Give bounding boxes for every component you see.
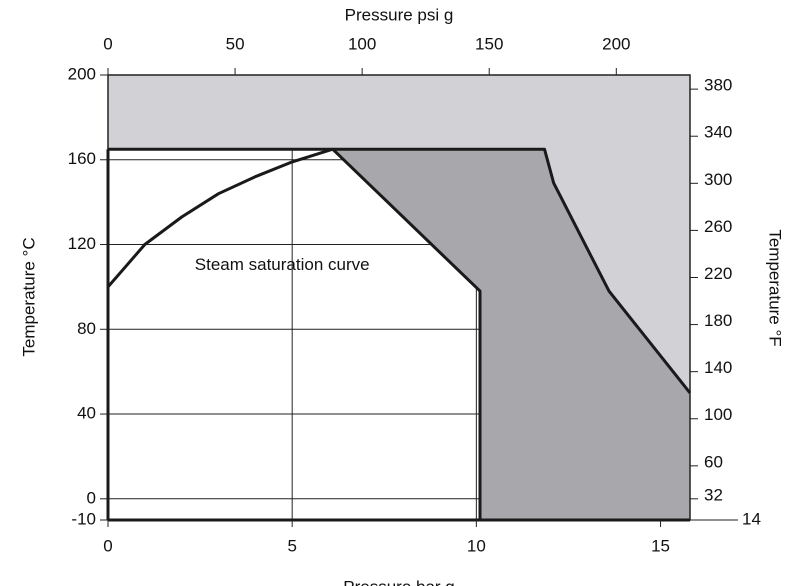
region — [332, 149, 690, 520]
top-axis-title: Pressure psi g — [345, 5, 454, 24]
y-tick-label: -10 — [71, 509, 96, 528]
x2-tick-label: 0 — [103, 34, 112, 53]
x-tick-label: 5 — [287, 536, 296, 555]
line — [331, 148, 482, 520]
left-axis-title: Temperature °C — [19, 237, 38, 356]
x2-tick-label: 150 — [475, 34, 503, 53]
y2-tick-label: 60 — [704, 452, 723, 471]
x-tick-label: 10 — [467, 536, 486, 555]
line — [108, 147, 692, 394]
y2-tick-label: 260 — [704, 217, 732, 236]
y2-tick-label: 340 — [704, 123, 732, 142]
y2-tick-label: 100 — [704, 405, 732, 424]
x2-tick-label: 50 — [226, 34, 245, 53]
x2-tick-label: 100 — [348, 34, 376, 53]
y-tick-label: 80 — [77, 319, 96, 338]
y-tick-label: 200 — [68, 64, 96, 83]
bottom-axis-title: Pressure bar g — [343, 577, 455, 586]
y2-tick-label: 14 — [742, 509, 761, 528]
curve-label: Steam saturation curve — [195, 255, 370, 274]
x2-tick-label: 200 — [602, 34, 630, 53]
y-tick-label: 120 — [68, 234, 96, 253]
y-tick-label: 40 — [77, 404, 96, 423]
y-tick-label: 160 — [68, 149, 96, 168]
y2-tick-label: 300 — [704, 170, 732, 189]
y2-tick-label: 32 — [704, 485, 723, 504]
line — [106, 147, 334, 288]
right-axis-title: Temperature °F — [766, 229, 785, 346]
x-tick-label: 15 — [651, 536, 670, 555]
y2-tick-label: 180 — [704, 311, 732, 330]
y2-tick-label: 140 — [704, 358, 732, 377]
y-tick-label: 0 — [87, 488, 96, 507]
y2-tick-label: 220 — [704, 264, 732, 283]
region — [108, 75, 690, 393]
x-tick-label: 0 — [103, 536, 112, 555]
y2-tick-label: 380 — [704, 76, 732, 95]
